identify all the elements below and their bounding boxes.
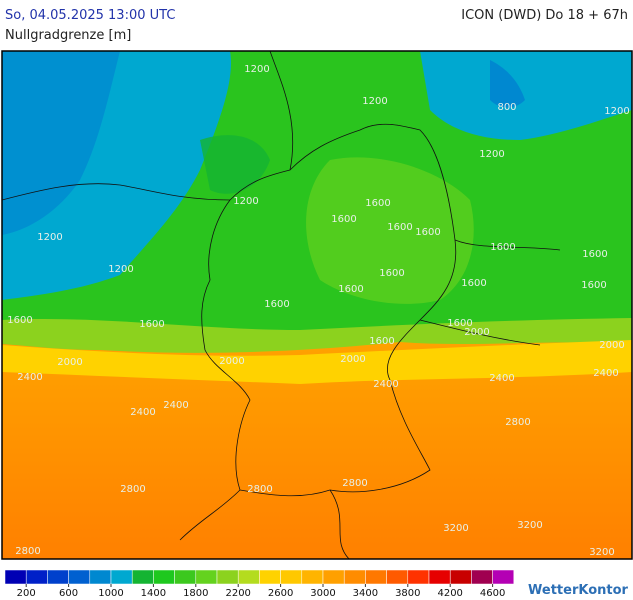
contour-label: 1200 <box>362 96 387 107</box>
contour-label: 1600 <box>415 227 440 238</box>
contour-label: 1600 <box>331 214 356 225</box>
legend-swatch <box>195 569 218 585</box>
contour-label: 3200 <box>443 523 468 534</box>
contour-label: 1200 <box>479 149 504 160</box>
legend-swatch <box>25 569 48 585</box>
legend-swatch <box>259 569 281 585</box>
legend-label: 3800 <box>395 588 420 599</box>
legend-swatch <box>68 569 91 585</box>
contour-label: 2400 <box>163 400 188 411</box>
legend-swatch <box>301 569 324 585</box>
contour-label: 800 <box>497 102 516 113</box>
contour-label: 2000 <box>340 354 365 365</box>
model-run: ICON (DWD) Do 18 + 67h <box>461 8 628 23</box>
legend-swatch <box>4 569 27 585</box>
legend-swatch <box>492 569 515 585</box>
legend-swatch <box>471 569 493 585</box>
legend-label: 1000 <box>98 588 123 599</box>
contour-label: 2400 <box>130 407 155 418</box>
legend-swatch <box>322 569 345 585</box>
legend-label: 3400 <box>353 588 378 599</box>
contour-label: 2000 <box>464 327 489 338</box>
legend-swatch <box>365 569 387 585</box>
contour-label: 2400 <box>593 368 618 379</box>
contour-label: 3200 <box>589 547 614 558</box>
parameter: Nullgradgrenze [m] <box>5 28 131 43</box>
legend-swatch <box>131 569 154 585</box>
contour-label: 1600 <box>582 249 607 260</box>
contour-label: 1600 <box>490 242 515 253</box>
legend-label: 4600 <box>480 588 505 599</box>
contour-label: 1600 <box>264 299 289 310</box>
contour-label: 1200 <box>108 264 133 275</box>
legend-label: 2600 <box>268 588 293 599</box>
contour-label: 1600 <box>139 319 164 330</box>
contour-label: 2800 <box>15 546 40 557</box>
contour-label: 1600 <box>379 268 404 279</box>
contour-label: 2800 <box>247 484 272 495</box>
contour-label: 1200 <box>604 106 629 117</box>
contour-label: 1600 <box>338 284 363 295</box>
legend-label: 1400 <box>141 588 166 599</box>
map-frame <box>1 50 633 560</box>
contour-label: 2400 <box>17 372 42 383</box>
contour-label: 1600 <box>447 318 472 329</box>
legend-swatch <box>386 569 409 585</box>
legend-label: 4200 <box>437 588 462 599</box>
contour-label: 2800 <box>342 478 367 489</box>
contour-label: 2000 <box>599 340 624 351</box>
contour-label: 3200 <box>517 520 542 531</box>
brand: WetterKontor <box>528 583 629 598</box>
contour-label: 2400 <box>489 373 514 384</box>
contour-label: 2800 <box>120 484 145 495</box>
contour-label: 2000 <box>219 356 244 367</box>
legend-label: 1800 <box>183 588 208 599</box>
contour-label: 1600 <box>365 198 390 209</box>
contour-label: 1600 <box>7 315 32 326</box>
legend-swatch <box>407 569 430 585</box>
contour-label: 1600 <box>387 222 412 233</box>
legend-label: 3000 <box>310 588 335 599</box>
legend-swatch <box>89 569 112 585</box>
contour-label: 2400 <box>373 379 398 390</box>
legend-label: 200 <box>17 588 36 599</box>
contour-label: 1200 <box>233 196 258 207</box>
map-field <box>2 51 632 559</box>
legend-swatch <box>110 569 133 585</box>
legend: 200 600 1000 1400 1800 2200 2600 3000 3400 3800 42… <box>4 569 515 599</box>
legend-swatch <box>343 569 366 585</box>
contour-label: 1200 <box>244 64 269 75</box>
legend-swatch <box>47 569 69 585</box>
legend-swatch <box>449 569 472 585</box>
contour-label: 1200 <box>37 232 62 243</box>
legend-swatch <box>153 569 175 585</box>
legend-label: 600 <box>59 588 78 599</box>
legend-swatch <box>237 569 260 585</box>
contour-label: 1600 <box>581 280 606 291</box>
contour-label: 2000 <box>57 357 82 368</box>
legend-swatch <box>428 569 451 585</box>
contour-label: 1600 <box>461 278 486 289</box>
legend-label: 2200 <box>225 588 250 599</box>
contour-label: 2800 <box>505 417 530 428</box>
datetime: So, 04.05.2025 13:00 UTC <box>5 8 175 23</box>
contour-label: 1600 <box>369 336 394 347</box>
legend-swatch <box>280 569 303 585</box>
legend-swatch <box>216 569 239 585</box>
legend-swatch <box>174 569 197 585</box>
